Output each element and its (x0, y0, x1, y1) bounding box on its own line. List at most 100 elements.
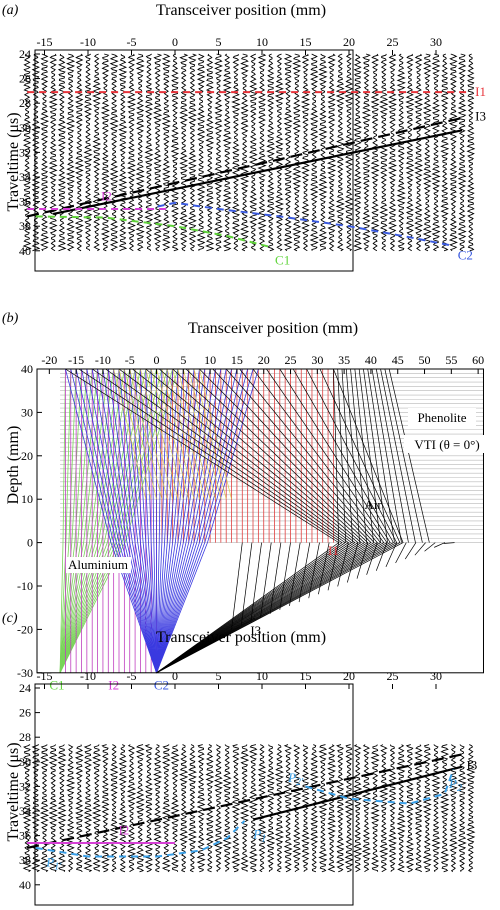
ray-i3 (289, 542, 301, 607)
x-tick-label: 0 (172, 35, 178, 49)
ray-c2 (129, 368, 157, 673)
x-tick-label: 20 (258, 353, 270, 367)
ray-c2 (156, 368, 174, 673)
wiggle-trace (39, 53, 50, 252)
wiggle-trace (239, 744, 250, 872)
wiggle-trace (153, 53, 163, 252)
ray-yellow (124, 368, 157, 500)
x-tick-label: 40 (365, 353, 377, 367)
ray-c2 (102, 368, 157, 673)
ray-yellow (177, 368, 211, 500)
ray-i3 (404, 542, 417, 560)
wiggle-trace (274, 53, 285, 252)
wiggle-trace (431, 744, 441, 872)
series-C1-line (35, 215, 271, 249)
ray-i3 (269, 542, 282, 614)
ray-yellow (150, 368, 184, 500)
ray-c2 (91, 368, 157, 673)
ray-i3 (385, 542, 397, 568)
series-I3-line (253, 765, 463, 821)
y-tick-label: 10 (21, 492, 33, 506)
ray-i3 (250, 542, 262, 622)
ray-i3 (424, 542, 436, 552)
wiggle-trace (396, 744, 406, 873)
label-I3: I3 (250, 623, 261, 638)
ray-i3 (156, 368, 375, 674)
ray-c2 (65, 368, 157, 673)
ray-c2 (156, 368, 195, 673)
y-tick-label: 30 (21, 405, 33, 419)
y-tick-label: 20 (21, 449, 33, 463)
panel-a-xlabel: Transceiver position (mm) (156, 2, 326, 19)
wiggle-trace (161, 53, 171, 252)
ray-c2 (156, 368, 227, 673)
ray-c2 (156, 368, 249, 673)
x-tick-label: 30 (430, 35, 442, 49)
wiggle-trace (353, 744, 363, 873)
wiggle-trace (153, 744, 163, 873)
wiggle-trace (118, 53, 128, 252)
x-tick-label: 35 (338, 353, 350, 367)
wiggle-trace (266, 53, 276, 252)
y-tick-label: 0 (27, 536, 33, 550)
ray-yellow (182, 368, 216, 500)
panel-b-ylabel: Depth (mm) (5, 426, 22, 505)
ray-c2 (156, 368, 190, 673)
wiggle-trace (431, 53, 441, 252)
ray-yellow (129, 368, 163, 500)
ray-c2 (156, 368, 216, 673)
wiggle-trace (361, 53, 372, 252)
vti-label-box (404, 435, 490, 453)
wiggle-trace (266, 744, 276, 872)
wiggle-trace (144, 53, 154, 252)
wiggle-trace (74, 744, 84, 873)
wiggle-trace (39, 744, 50, 873)
series-P-line (305, 768, 455, 805)
ray-i3 (132, 368, 356, 674)
ray-i3 (434, 542, 446, 548)
y-tick-label: 24 (19, 681, 31, 695)
x-tick-label: 5 (216, 669, 222, 683)
y-tick-label: 30 (19, 121, 31, 135)
x-tick-label: 45 (392, 353, 404, 367)
y-tick-label: 28 (19, 730, 31, 744)
wiggle-trace (327, 744, 337, 873)
wiggle-trace (179, 53, 189, 252)
x-tick-label: 30 (311, 353, 323, 367)
wiggle-trace (414, 53, 424, 252)
ray-i3 (78, 368, 343, 674)
ray-i3 (156, 368, 362, 674)
wiggle-trace (379, 53, 389, 252)
layer-label-aluminium: Aluminium (68, 557, 128, 572)
wiggle-trace (379, 744, 389, 873)
panel-b-axes: -20 -15 -10 -5 0 5 10 15 20 25 30 35 40 45 50 55 6040302… (17, 353, 484, 680)
y-tick-label: 38 (19, 219, 31, 233)
ray-i3 (308, 542, 320, 599)
ray-c1 (59, 368, 141, 673)
wiggle-trace (196, 744, 206, 873)
wiggle-trace (65, 53, 76, 252)
ray-c2 (156, 368, 243, 673)
wiggle-trace (335, 53, 345, 252)
wiggle-trace (283, 744, 293, 873)
wiggle-trace (57, 53, 67, 252)
wiggle-trace (22, 744, 32, 873)
x-tick-label: 15 (300, 35, 312, 49)
y-tick-label: 36 (19, 829, 31, 843)
ray-c2 (123, 368, 157, 673)
ray-i3 (358, 368, 381, 543)
layer-label-vti: VTI (θ = 0°) (414, 437, 479, 452)
label-I2: I2 (108, 677, 119, 692)
x-tick-label: -10 (80, 669, 96, 683)
wiggle-trace (457, 53, 467, 252)
wiggle-trace (65, 744, 76, 873)
series-P-line (35, 820, 246, 858)
y-tick-label: 34 (19, 170, 31, 184)
wiggle-trace (135, 744, 145, 873)
y-tick-label: 32 (19, 779, 31, 793)
wiggle-trace (414, 744, 423, 873)
chart-panel-c: Transceiver position (mm) Traveltime (μs… (5, 629, 477, 906)
y-tick-label: 32 (19, 145, 31, 159)
label-I2: I2 (101, 189, 112, 204)
